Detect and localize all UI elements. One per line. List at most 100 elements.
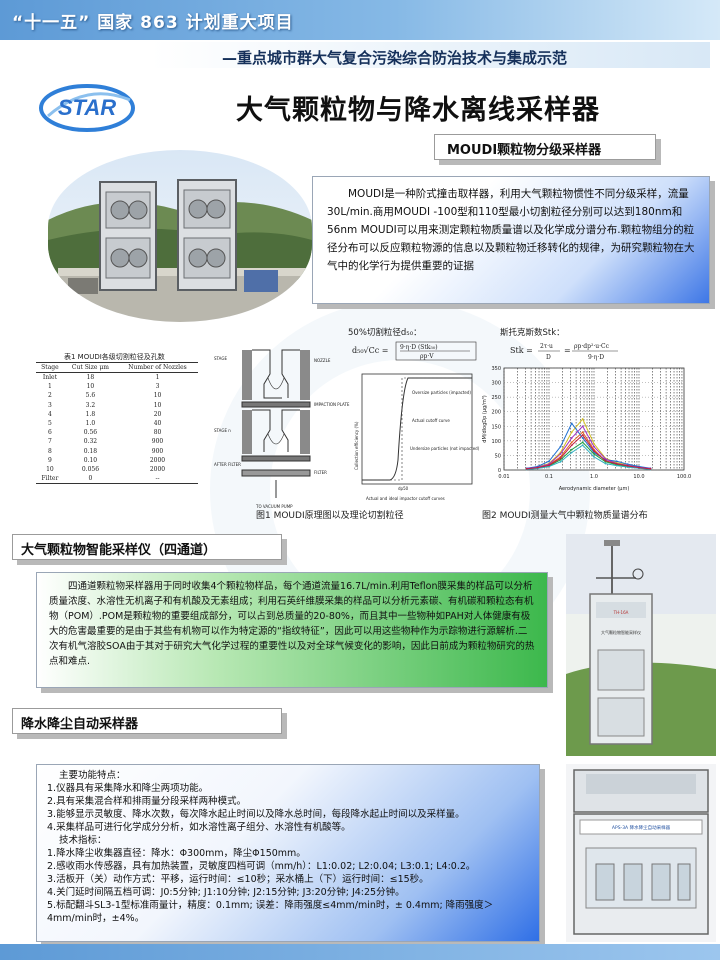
table-row: 9 0.10 2000: [36, 456, 198, 465]
table-cell: 0.10: [83, 456, 98, 464]
svg-text:ρp·V: ρp·V: [420, 353, 434, 360]
top-banner: [0, 0, 720, 40]
series-line: [526, 418, 651, 470]
svg-text:NOZZLE: NOZZLE: [314, 358, 331, 363]
svg-text:9·η·D: 9·η·D: [588, 354, 604, 361]
svg-text:2τ·u: 2τ·u: [540, 343, 553, 350]
series-line: [526, 444, 651, 470]
precipitation-sampler-photo: APS-3A 降水降尘自动采样器: [566, 764, 716, 942]
svg-text:APS-3A 降水降尘自动采样器: APS-3A 降水降尘自动采样器: [612, 824, 671, 831]
feature-line: 1.仪器具有采集降水和降尘两项功能。: [47, 783, 209, 794]
svg-text:Collection efficiency (%): Collection efficiency (%): [354, 421, 359, 470]
moudi-stage-table: Stage Cut Size μm Number of Nozzles Inlet 1…: [36, 362, 198, 485]
table-cell: 20: [153, 410, 162, 418]
table-cell: 3: [48, 401, 52, 409]
logo-text: STAR: [58, 95, 116, 120]
data-point: [570, 437, 573, 439]
svg-text:Undersize particles (not impac: Undersize particles (not impacted): [410, 446, 480, 451]
precipitation-description-box: 主要功能特点： 1.仪器具有采集降水和降尘两项功能。 2.具有采集混合样和排雨量分段…: [36, 764, 540, 942]
moudi-description-box: MOUDI是一种阶式撞击取样器，利用大气颗粒物惯性不同分级采样，流量30L/mi…: [312, 176, 710, 304]
svg-text:dp50: dp50: [398, 486, 409, 491]
svg-text:Actual and ideal impactor cuto: Actual and ideal impactor cutoff curves: [366, 496, 445, 501]
table-cell: 10: [86, 383, 95, 391]
svg-text:D: D: [546, 354, 551, 361]
banner-text: “十一五” 国家 863 计划重大项目: [12, 13, 294, 33]
y-tick-label: 200: [491, 410, 501, 416]
table-row: 7 0.32 900: [36, 437, 198, 446]
feature-line: 2.感收雨水传感器，具有加热装置，灵敏度四档可调（mm/h）：L1:0.02; …: [47, 861, 476, 872]
x-tick-label: 100.0: [677, 474, 691, 480]
table-cell: 80: [153, 429, 162, 437]
svg-text:TO VACUUM PUMP: TO VACUUM PUMP: [255, 504, 293, 509]
cut-size-formula-label: 50%切割粒径d₅₀：: [348, 328, 422, 338]
table-row: Filter 0 --: [36, 474, 198, 485]
x-tick-label: 10.0: [633, 474, 644, 480]
table-cell: 0.32: [83, 438, 98, 446]
data-point: [604, 462, 607, 465]
data-point: [581, 425, 584, 428]
table-cell: 10: [153, 401, 162, 409]
data-point: [604, 459, 607, 462]
table-cell: 10: [46, 466, 54, 474]
y-tick-label: 300: [491, 381, 501, 387]
data-point: [570, 448, 573, 451]
svg-text:Actual cutoff curve: Actual cutoff curve: [412, 418, 450, 423]
data-point: [548, 460, 550, 463]
smart-sampler-description-box: 四通道颗粒物采样器用于同时收集4个颗粒物样品，每个通道流量16.7L/min.利…: [36, 572, 548, 688]
svg-text:FILTER: FILTER: [314, 470, 327, 475]
data-point: [615, 460, 618, 463]
project-subtitle: —重点城市群大气复合污染综合防治技术与集成示范: [222, 49, 568, 67]
table-cell: 3.2: [85, 401, 96, 409]
svg-text:9·η·D (Stk₅₀): 9·η·D (Stk₅₀): [400, 344, 438, 351]
data-point: [615, 462, 618, 465]
table-row: 2 5.6 10: [36, 391, 198, 400]
table-cell: 9: [48, 456, 52, 464]
table-cell: 1: [155, 374, 160, 381]
figure2-caption: 图2 MOUDI测量大气中颗粒物质量谱分布: [482, 511, 648, 521]
table-row: 6 0.56 80: [36, 428, 198, 437]
table-cell: 6: [48, 429, 52, 437]
series-line: [526, 425, 651, 470]
feature-line: 4.采集样品可进行化学成分分析，如水溶性离子组分、水溶性有机酸等。: [47, 822, 351, 833]
x-tick-label: 0.1: [545, 474, 553, 480]
table-cell: 1: [48, 383, 52, 391]
y-tick-label: 0: [498, 468, 501, 474]
table-row: 5 1.0 40: [36, 419, 198, 428]
feature-line: 2.具有采集混合样和排雨量分段采样两种模式。: [47, 796, 247, 807]
data-point: [548, 464, 550, 467]
feature-line: 1.降水降尘收集器直径：降水：Φ300mm，降尘Φ150mm。: [47, 848, 306, 859]
cut-size-formula: d₅₀√Cc = 9·η·D (Stk₅₀) ρp·V: [352, 338, 480, 368]
table-cell: 0.18: [83, 447, 98, 455]
svg-text:=: =: [564, 346, 571, 355]
y-tick-label: 50: [495, 453, 501, 459]
table-row: 4 1.8 20: [36, 410, 198, 419]
data-point: [581, 437, 584, 439]
table-header-cell: Number of Nozzles: [117, 362, 198, 373]
page-title: 大气颗粒物与降水离线采样器: [236, 95, 600, 126]
table-cell: 0.56: [83, 429, 98, 437]
data-point: [570, 422, 573, 425]
data-point: [581, 441, 584, 444]
stokes-formula-label: 斯托克斯数Stk：: [500, 328, 565, 338]
y-tick-label: 250: [491, 395, 501, 401]
series-line: [526, 422, 651, 469]
data-point: [570, 451, 573, 454]
stokes-formula: Stk = 2τ·u D = ρp·dp²·u·Cc 9·η·D: [510, 338, 670, 368]
table-cell: 2000: [149, 456, 166, 464]
subtitle-band: [150, 42, 710, 68]
svg-text:ρp·dp²·u·Cc: ρp·dp²·u·Cc: [574, 343, 610, 350]
table-caption: 表1 MOUDI各级切割粒径及孔数: [64, 353, 165, 361]
table-cell: Inlet: [42, 374, 57, 381]
data-point: [626, 465, 629, 467]
data-point: [559, 460, 562, 463]
x-tick-label: 0.01: [498, 474, 509, 480]
table-cell: 2000: [149, 466, 166, 474]
table-cell: 0: [63, 474, 118, 485]
data-point: [570, 431, 573, 434]
bottom-banner: [0, 944, 720, 960]
table-cell: 8: [48, 447, 52, 455]
data-point: [593, 455, 595, 458]
smart-sampler-description: 四通道颗粒物采样器用于同时收集4个颗粒物样品，每个通道流量16.7L/min.利…: [49, 581, 535, 667]
figure1-caption: 图1 MOUDI原理图以及理论切割粒径: [256, 511, 404, 521]
table-cell: 1.0: [85, 420, 96, 428]
